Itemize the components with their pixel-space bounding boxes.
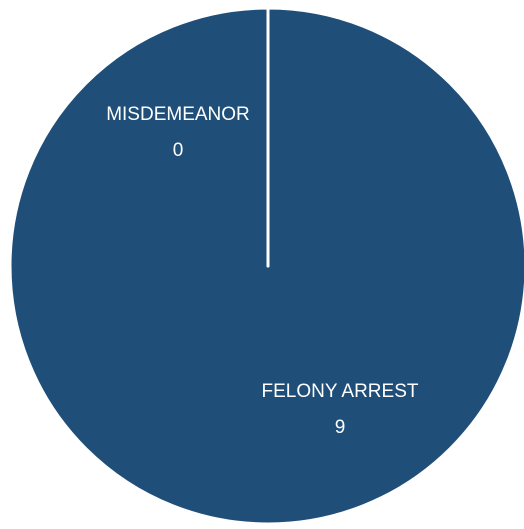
slice-label: FELONY ARREST [262,381,419,402]
slice-value: 0 [173,140,184,161]
slice-value: 9 [335,417,346,438]
slice-label: MISDEMEANOR [106,104,250,125]
